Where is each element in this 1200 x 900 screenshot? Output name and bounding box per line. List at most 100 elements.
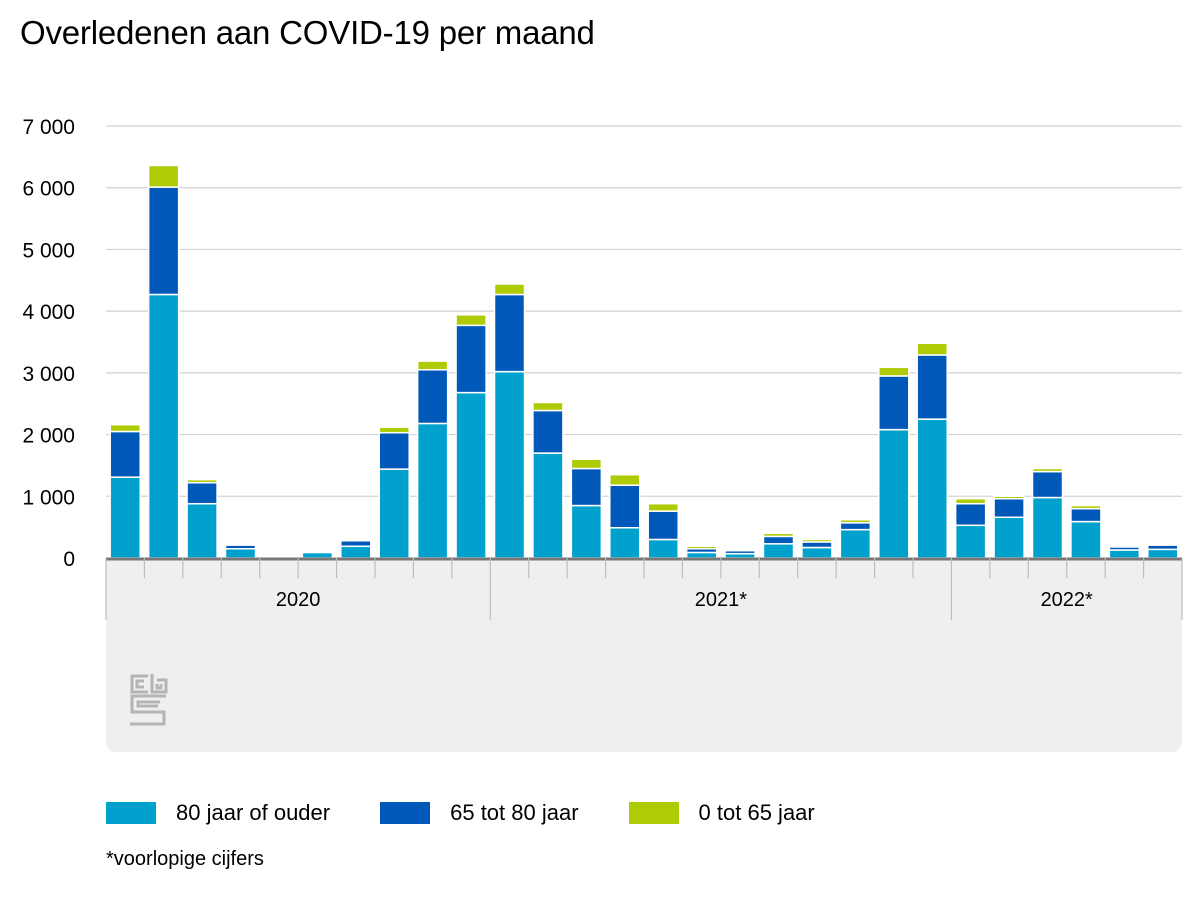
legend: 80 jaar of ouder 65 tot 80 jaar 0 tot 65… <box>106 800 865 826</box>
y-tick-label: 6 000 <box>22 178 75 201</box>
bar-2020-11-series-1 <box>416 369 449 425</box>
bar-2020-04-series-1 <box>147 186 180 296</box>
bar-2021-01-series-0 <box>493 370 526 559</box>
bar-2022-03-series-0 <box>1031 496 1064 559</box>
bar-2022-06-series-0 <box>1147 548 1179 559</box>
bar-2020-11-series-2 <box>416 360 449 371</box>
bar-stack-2021-03 <box>570 458 603 559</box>
bar-2022-04-series-1 <box>1070 507 1102 523</box>
bar-2020-03-series-0 <box>109 476 141 559</box>
bar-2021-09-series-0 <box>801 546 833 559</box>
bar-2021-11-series-2 <box>878 366 910 377</box>
bar-2022-05-series-2 <box>1108 545 1141 548</box>
bar-2021-05-series-0 <box>647 538 679 559</box>
bar-stack-2022-01 <box>954 498 987 559</box>
bar-2020-11-series-0 <box>416 422 449 559</box>
x-group-label: 2021* <box>695 589 747 611</box>
bar-2021-02-series-1 <box>532 409 564 454</box>
bar-2020-08-series-1 <box>301 550 334 554</box>
bar-2020-03-series-1 <box>109 430 141 478</box>
bar-stack-2022-03 <box>1031 467 1064 559</box>
y-tick-label: 2 000 <box>22 425 75 448</box>
bar-stack-2020-04 <box>147 164 180 559</box>
bar-2021-08-series-0 <box>762 543 795 559</box>
bar-2021-07-series-2 <box>724 549 756 552</box>
bar-2021-04-series-1 <box>609 484 641 529</box>
y-tick-label: 7 000 <box>22 116 75 139</box>
bar-2020-05-series-2 <box>186 478 218 484</box>
bar-2020-10-series-0 <box>378 468 410 559</box>
bar-2021-12-series-1 <box>916 354 948 420</box>
bar-2020-12-series-2 <box>455 314 487 327</box>
bar-2021-01-series-1 <box>493 293 526 373</box>
bar-stack-2022-04 <box>1070 504 1102 559</box>
bar-2022-02-series-1 <box>993 498 1025 519</box>
bar-2022-02-series-0 <box>993 516 1025 559</box>
bar-2020-05-series-0 <box>186 502 218 559</box>
bar-2020-05-series-1 <box>186 481 218 505</box>
bar-2021-10-series-1 <box>839 522 872 531</box>
bar-stack-2021-05 <box>647 502 679 559</box>
legend-label-80-plus: 80 jaar of ouder <box>176 800 331 825</box>
bar-2021-01-series-2 <box>493 283 526 296</box>
bar-stack-2020-06 <box>224 543 257 559</box>
y-tick-label: 3 000 <box>22 363 75 386</box>
bar-stack-2021-06 <box>685 545 718 559</box>
bar-2021-02-series-2 <box>532 401 564 412</box>
bar-2022-06-series-2 <box>1147 543 1179 546</box>
bar-stack-2020-03 <box>109 423 141 559</box>
bar-2021-10-series-2 <box>839 518 872 524</box>
bar-2020-09-series-1 <box>340 539 372 548</box>
bar-stack-2020-12 <box>455 314 487 559</box>
bar-stack-2022-05 <box>1108 545 1141 559</box>
bar-2022-02-series-2 <box>993 495 1025 500</box>
y-tick-label: 0 <box>63 548 75 571</box>
bar-stack-2022-02 <box>993 495 1025 559</box>
bar-2020-06-series-2 <box>224 543 257 546</box>
bar-2022-04-series-2 <box>1070 504 1102 510</box>
bar-2020-10-series-1 <box>378 431 410 470</box>
bar-stack-2021-04 <box>609 473 641 559</box>
bar-2021-12-series-0 <box>916 418 948 559</box>
bar-2021-12-series-2 <box>916 342 948 356</box>
bar-stack-2020-10 <box>378 426 410 559</box>
bar-stack-2021-11 <box>878 366 910 559</box>
bar-2020-09-series-2 <box>340 539 372 542</box>
gridlines <box>106 125 1182 497</box>
bar-2022-03-series-2 <box>1031 467 1064 473</box>
x-group-label: 2020 <box>276 589 321 611</box>
bar-2021-10-series-0 <box>839 528 872 559</box>
bar-stack-2021-02 <box>532 401 564 559</box>
x-group-label: 2022* <box>1041 589 1093 611</box>
bar-stack-2020-05 <box>186 478 218 559</box>
legend-label-65-80: 65 tot 80 jaar <box>450 800 579 825</box>
cbs-logo-icon <box>130 674 168 726</box>
legend-item-65-80[interactable]: 65 tot 80 jaar <box>380 800 579 826</box>
bar-stack-2021-12 <box>916 342 948 559</box>
legend-item-80-plus[interactable]: 80 jaar of ouder <box>106 800 330 826</box>
bar-2020-08-series-0 <box>301 551 334 559</box>
bar-stack-2022-06 <box>1147 543 1179 559</box>
bar-2020-12-series-1 <box>455 324 487 394</box>
bar-2021-06-series-2 <box>685 545 718 550</box>
bar-2022-01-series-1 <box>954 502 987 527</box>
legend-swatch-80-plus <box>106 802 156 824</box>
bar-2021-03-series-2 <box>570 458 603 470</box>
bar-stack-2020-09 <box>340 539 372 559</box>
y-tick-labels: 0 1 000 2 000 3 000 4 000 5 000 6 000 7 000 <box>22 116 75 571</box>
bar-2022-05-series-0 <box>1108 549 1141 559</box>
bar-2022-01-series-0 <box>954 524 987 559</box>
bar-2021-03-series-1 <box>570 467 603 507</box>
x-axis: 2020 2021* 2022* <box>105 557 1183 620</box>
footnote: *voorlopige cijfers <box>106 848 264 870</box>
bars <box>109 164 1179 559</box>
legend-swatch-0-65 <box>628 802 679 824</box>
bar-2020-03-series-2 <box>109 423 141 433</box>
bar-2021-09-series-1 <box>801 541 833 549</box>
legend-item-0-65[interactable]: 0 tot 65 jaar <box>628 800 815 826</box>
bar-2021-04-series-2 <box>609 473 641 486</box>
bar-2022-04-series-0 <box>1070 520 1102 559</box>
bar-stack-2021-09 <box>801 538 833 559</box>
bar-2022-01-series-2 <box>954 498 987 505</box>
